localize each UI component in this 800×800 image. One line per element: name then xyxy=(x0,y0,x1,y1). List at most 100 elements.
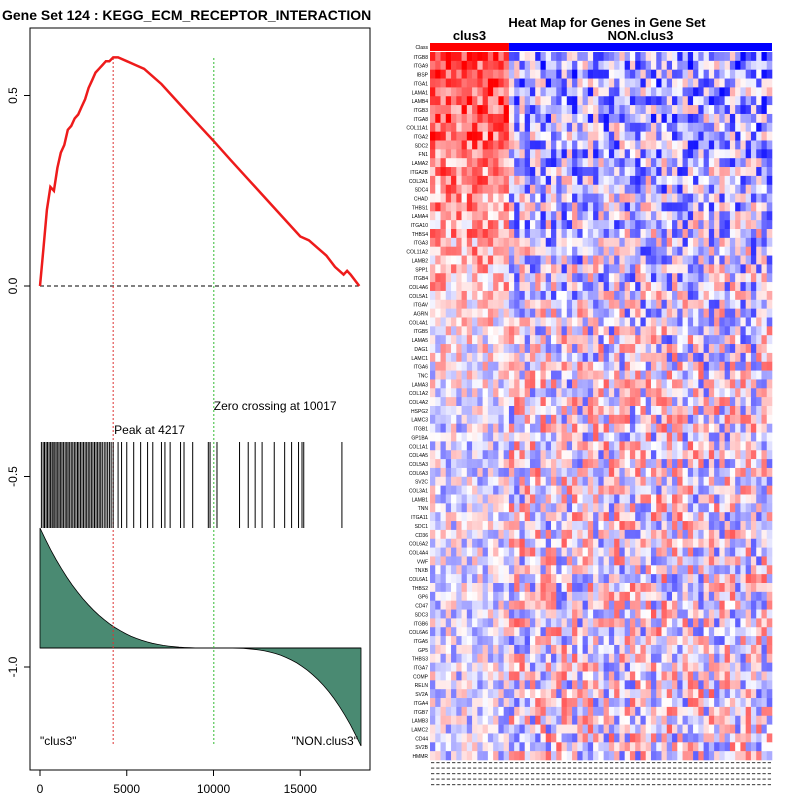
heatmap-cell xyxy=(608,609,615,619)
heatmap-cell xyxy=(482,432,489,442)
heatmap-cell xyxy=(693,122,699,132)
heatmap-cell xyxy=(430,441,436,451)
heatmap-cell xyxy=(545,317,552,327)
heatmap-cell xyxy=(693,370,699,380)
heatmap-cell xyxy=(714,122,720,132)
heatmap-cell xyxy=(503,131,510,141)
heatmap-cell xyxy=(735,583,741,593)
heatmap-cell xyxy=(508,441,515,451)
heatmap-cell xyxy=(640,706,647,717)
heatmap-cell xyxy=(719,122,725,132)
heatmap-cell xyxy=(735,680,741,690)
heatmap-cell xyxy=(666,485,673,495)
heatmap-cell xyxy=(472,521,478,531)
heatmap-cell xyxy=(656,60,662,70)
heatmap-cell xyxy=(477,467,483,478)
heatmap-cell xyxy=(587,105,594,115)
heatmap-cell xyxy=(472,370,478,380)
heatmap-cell xyxy=(682,308,689,318)
heatmap-cell xyxy=(714,299,720,309)
heatmap-cell xyxy=(603,529,610,540)
heatmap-cell xyxy=(677,184,683,194)
heatmap-cell xyxy=(514,432,520,442)
heatmap-cell xyxy=(693,406,699,416)
heatmap-cell xyxy=(619,290,625,301)
heatmap-cell xyxy=(724,184,731,194)
heatmap-cell xyxy=(430,370,436,380)
heatmap-cell xyxy=(745,158,752,168)
heatmap-cell xyxy=(529,512,536,522)
heatmap-cell xyxy=(461,113,468,124)
heatmap-cell xyxy=(587,476,594,486)
heatmap-cell xyxy=(614,175,620,186)
heatmap-cell xyxy=(503,388,510,398)
heatmap-cell xyxy=(729,609,736,619)
heatmap-cell xyxy=(456,131,462,141)
heatmap-cell xyxy=(645,52,652,62)
heatmap-cell xyxy=(640,636,647,646)
heatmap-cell xyxy=(461,352,468,363)
heatmap-cell xyxy=(645,609,652,619)
heatmap-cell xyxy=(677,105,683,115)
heatmap-cell xyxy=(603,282,610,292)
heatmap-cell xyxy=(466,644,473,655)
heatmap-cell xyxy=(650,423,657,433)
heatmap-cell xyxy=(661,52,668,62)
heatmap-cell xyxy=(682,158,689,168)
heatmap-cell xyxy=(524,388,531,398)
heatmap-cell xyxy=(750,175,757,186)
heatmap-cell xyxy=(740,689,746,699)
heatmap-cell xyxy=(614,423,620,433)
heatmap-cell xyxy=(593,282,599,292)
heatmap-cell xyxy=(640,273,647,283)
heatmap-cell xyxy=(745,529,752,540)
heatmap-cell xyxy=(672,335,678,345)
heatmap-cell xyxy=(750,689,757,699)
heatmap-cell xyxy=(650,689,657,699)
heatmap-cell xyxy=(756,379,762,389)
heatmap-cell xyxy=(493,167,499,177)
heatmap-cell xyxy=(461,105,468,115)
heatmap-cell xyxy=(524,485,531,495)
heatmap-cell xyxy=(593,503,599,513)
heatmap-cell xyxy=(524,78,531,88)
heatmap-cell xyxy=(524,167,531,177)
heatmap-cell xyxy=(635,467,641,478)
heatmap-cell xyxy=(677,202,683,212)
heatmap-cell xyxy=(430,406,436,416)
heatmap-cell xyxy=(682,96,689,106)
heatmap-cell xyxy=(608,379,615,389)
heatmap-cell xyxy=(472,78,478,88)
heatmap-cell xyxy=(598,476,604,486)
heatmap-cell xyxy=(761,69,768,79)
heatmap-cell xyxy=(608,476,615,486)
heatmap-cell xyxy=(466,87,473,97)
heatmap-cell xyxy=(735,600,741,610)
heatmap-cell xyxy=(745,618,752,628)
heatmap-cell xyxy=(503,538,510,548)
heatmap-cell xyxy=(682,565,689,575)
heatmap-cell xyxy=(561,175,568,186)
heatmap-cell xyxy=(482,397,489,407)
heatmap-cell xyxy=(666,290,673,301)
heatmap-cell xyxy=(572,441,578,451)
heatmap-cell xyxy=(687,290,694,301)
heatmap-cell xyxy=(587,326,594,336)
heatmap-cell xyxy=(514,521,520,531)
heatmap-cell xyxy=(498,538,504,548)
heatmap-cell xyxy=(572,69,578,79)
heatmap-cell xyxy=(593,202,599,212)
heatmap-cell xyxy=(635,326,641,336)
heatmap-cell xyxy=(519,52,526,62)
heatmap-cell xyxy=(572,264,578,274)
heatmap-cell xyxy=(435,671,441,681)
heatmap-cell xyxy=(445,600,452,610)
heatmap-cell xyxy=(624,406,631,416)
heatmap-cell xyxy=(745,78,752,88)
heatmap-cell xyxy=(761,441,768,451)
heatmap-cell xyxy=(587,237,594,247)
heatmap-cell xyxy=(445,680,452,690)
heatmap-cell xyxy=(503,78,510,88)
heatmap-cell xyxy=(493,485,499,495)
heatmap-cell xyxy=(529,52,536,62)
